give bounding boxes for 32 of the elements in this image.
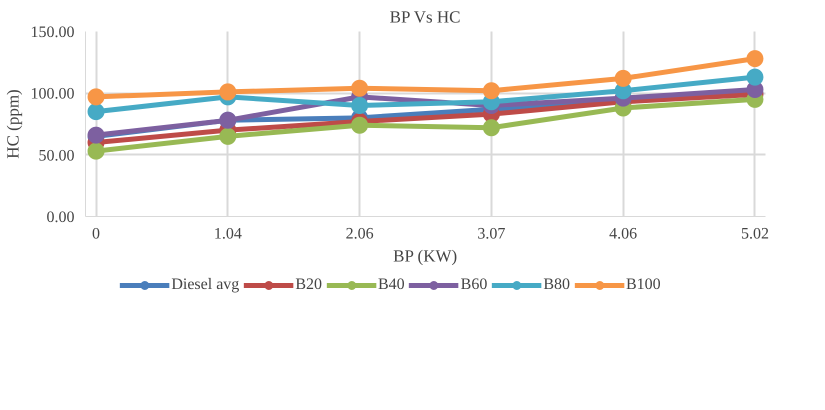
legend-label: B80 <box>543 276 570 294</box>
x-tick-label: 2.06 <box>346 226 374 242</box>
point <box>88 88 105 106</box>
y-tick-label: 0.00 <box>46 209 74 226</box>
point <box>219 128 236 145</box>
point <box>88 142 105 160</box>
point <box>351 97 368 114</box>
x-axis-title: BP (KW) <box>393 246 458 266</box>
x-tick-label: 3.07 <box>477 226 506 242</box>
legend-label: B60 <box>460 276 488 294</box>
legend-label: B40 <box>378 276 405 294</box>
y-tick-label: 50.00 <box>38 147 74 164</box>
x-tick-label: 0 <box>92 226 100 242</box>
point <box>614 70 632 87</box>
point <box>88 103 105 120</box>
y-tick-label: 100.00 <box>30 86 74 103</box>
y-tick-label: 150.00 <box>30 24 74 41</box>
x-tick-label: 4.06 <box>609 226 638 242</box>
point <box>219 83 236 100</box>
point <box>351 116 368 134</box>
x-tick-label: 1.04 <box>214 226 242 242</box>
x-tick-label: 5.02 <box>740 226 769 242</box>
chart-title: BP Vs HC <box>390 8 460 26</box>
y-axis-title: HC (ppm) <box>4 89 22 159</box>
point <box>482 82 500 100</box>
point <box>351 80 368 97</box>
point <box>482 119 500 136</box>
legend-label: B20 <box>295 276 322 294</box>
point <box>746 68 764 86</box>
point <box>746 50 764 68</box>
legend-label: B100 <box>626 276 661 294</box>
legend-label: Diesel avg <box>171 276 240 294</box>
